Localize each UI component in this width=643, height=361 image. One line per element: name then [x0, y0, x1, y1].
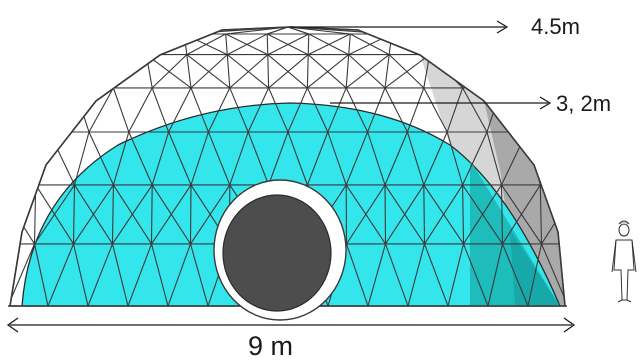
label-width: 9 m	[248, 331, 293, 361]
door	[213, 179, 347, 321]
label-top-height: 4.5m	[531, 14, 580, 39]
width-arrow	[6, 317, 576, 333]
height-arrow-top	[290, 20, 509, 34]
height-arrow-mid	[330, 96, 552, 110]
person-figure	[611, 220, 637, 303]
label-mid-height: 3, 2m	[556, 91, 611, 116]
